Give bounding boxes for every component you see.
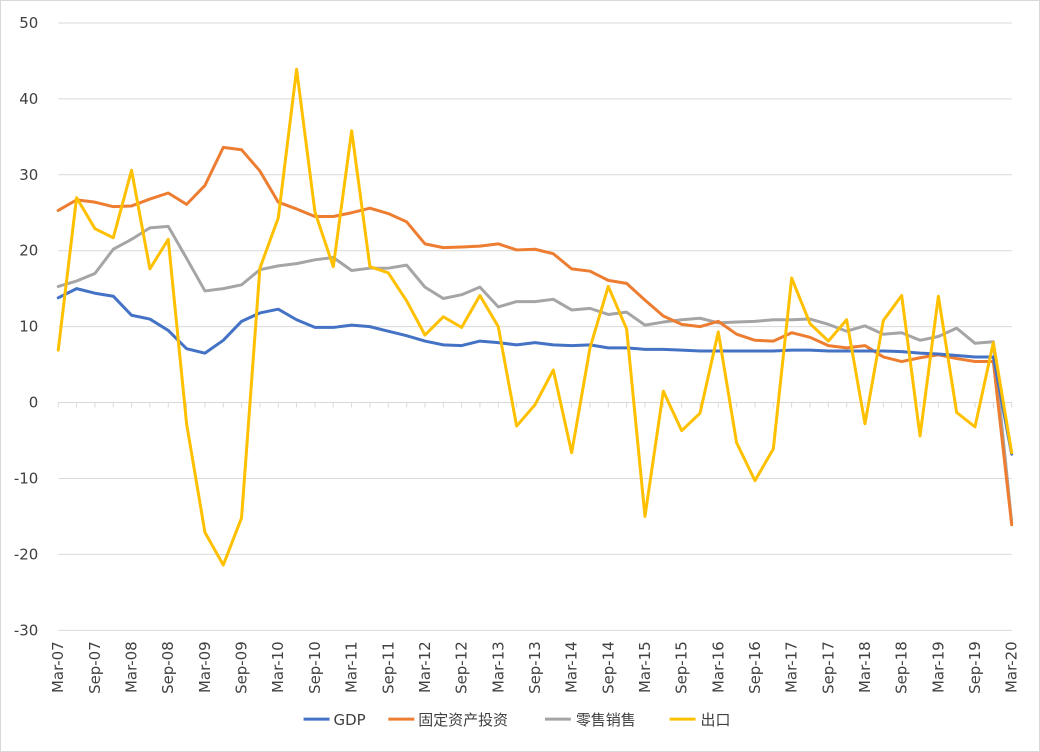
y-tick-label: 50	[19, 14, 38, 32]
y-tick-label: 20	[19, 242, 38, 260]
x-tick-label: Mar-09	[196, 641, 214, 693]
x-tick-label: Sep-16	[746, 641, 764, 694]
x-axis: Mar-07 Sep-07 Mar-08 Sep-08 Mar-09 Sep-09 Mar-…	[49, 402, 1021, 694]
x-tick-label: Sep-09	[233, 641, 251, 694]
x-tick-label: Sep-17	[819, 641, 837, 694]
x-tick-label: Mar-07	[49, 641, 67, 693]
x-tick-label: Mar-18	[856, 641, 874, 693]
x-tick-label: Sep-15	[673, 641, 691, 694]
x-tick-label: Sep-13	[526, 641, 544, 694]
series-line-1	[56, 145, 1014, 527]
legend-label: 零售销售	[576, 711, 636, 729]
x-tick-label: Sep-07	[86, 641, 104, 694]
legend-label: 出口	[701, 711, 731, 729]
x-tick-label: Sep-12	[453, 641, 471, 694]
x-tick-label: Mar-19	[929, 641, 947, 693]
x-tick-label: Sep-10	[306, 641, 324, 694]
series-layer	[56, 67, 1014, 567]
x-tick-label: Sep-08	[159, 641, 177, 694]
x-tick-label: Mar-16	[709, 641, 727, 693]
legend-label: GDP	[333, 711, 365, 729]
y-tick-label: -30	[14, 621, 38, 639]
x-tick-label: Sep-14	[599, 641, 617, 694]
x-tick-label: Sep-11	[379, 641, 397, 694]
x-tick-label: Mar-17	[783, 641, 801, 693]
x-tick-label: Sep-18	[893, 641, 911, 694]
x-tick-label: Mar-10	[269, 641, 287, 693]
legend-label: 固定资产投资	[418, 711, 508, 729]
x-tick-label: Mar-14	[563, 641, 581, 693]
x-tick-label: Mar-13	[489, 641, 507, 693]
x-tick-label: Mar-11	[343, 641, 361, 693]
y-axis: -30 -20 -10 0 10 20 30 40 50	[14, 14, 38, 639]
legend: GDP 固定资产投资 零售销售 出口	[303, 711, 731, 729]
x-tick-label: Mar-08	[123, 641, 141, 693]
x-tick-label: Mar-15	[636, 641, 654, 693]
y-tick-label: 30	[19, 166, 38, 184]
y-tick-label: 10	[19, 318, 38, 336]
series-line-2	[56, 224, 1014, 525]
y-tick-label: -20	[14, 545, 38, 563]
x-tick-label: Sep-19	[966, 641, 984, 694]
series-line-3	[56, 67, 1014, 567]
y-tick-label: -10	[14, 469, 38, 487]
x-tick-label: Mar-12	[416, 641, 434, 693]
x-tick-label: Mar-20	[1003, 641, 1021, 693]
series-line-0	[56, 287, 1014, 456]
y-tick-label: 40	[19, 90, 38, 108]
y-tick-label: 0	[29, 394, 39, 412]
